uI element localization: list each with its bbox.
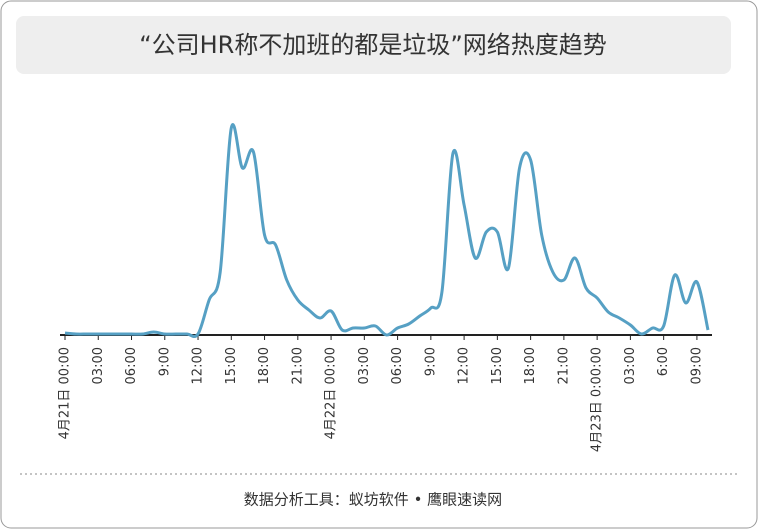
x-tick-label: 9:00 [423,347,438,376]
x-tick-label: 18:00 [523,347,538,384]
source: 数据分析工具：蚁坊软件 • 鹰眼速读网 [244,491,502,509]
line [64,123,710,338]
x-tick-label: 4月21日 00:00 [58,347,73,439]
x-tick-label: 18:00 [257,347,272,384]
x-tick-label: 15:00 [224,347,239,384]
x-tick-label: 12:00 [191,347,206,384]
x-tick-label: 9:00 [157,347,172,376]
x-tick-label: 21:00 [290,347,305,384]
chart-title: “公司HR称不加班的都是垃圾”网络热度趋势 [139,31,607,59]
x-tick-label: 6:00 [656,347,671,376]
x-tick-label: 09:00 [689,347,704,384]
header [16,16,731,74]
x-tick-label: 15:00 [490,347,505,384]
x-tick-label: 03:00 [623,347,638,384]
x-tick-label: 21:00 [556,347,571,384]
x-tick-label: 03:00 [91,347,106,384]
x-tick-label: 03:00 [357,347,372,384]
x-tick-label: 4月22日 00:00 [324,347,339,439]
x-tick-label: 4月23日 0:00:00 [590,347,605,452]
x-tick-label: 12:00 [457,347,472,384]
x-tick-label: 06:00 [124,347,139,384]
x-tick-label: 06:00 [390,347,405,384]
